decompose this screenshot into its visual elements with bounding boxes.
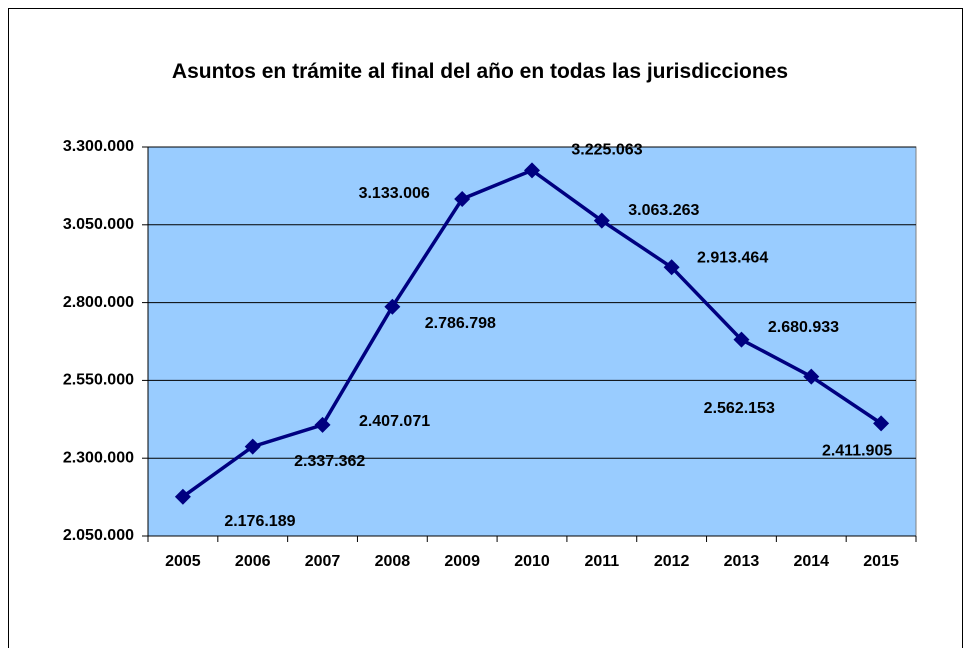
y-tick-label: 3.300.000 — [63, 138, 134, 155]
y-tick-label: 2.050.000 — [63, 527, 134, 544]
marker — [524, 162, 540, 179]
x-tick-label: 2007 — [305, 553, 341, 570]
data-label: 2.411.905 — [822, 443, 892, 460]
marker — [384, 298, 401, 315]
x-tick-label: 2012 — [654, 553, 690, 570]
data-label: 2.176.189 — [224, 513, 295, 530]
data-label: 2.680.933 — [768, 319, 839, 336]
marker — [314, 416, 331, 433]
y-tick-label: 2.550.000 — [63, 372, 134, 389]
x-tick-label: 2006 — [235, 553, 271, 570]
x-tick-label: 2013 — [724, 553, 760, 570]
chart-frame — [8, 8, 963, 648]
x-tick-label: 2014 — [793, 553, 829, 570]
x-tick-label: 2009 — [444, 553, 480, 570]
marker — [244, 438, 261, 455]
marker — [593, 212, 610, 229]
marker — [803, 368, 820, 385]
y-tick-label: 2.800.000 — [63, 294, 134, 311]
data-label: 2.407.071 — [359, 413, 430, 430]
chart-title: Asuntos en trámite al final del año en t… — [171, 60, 789, 83]
data-label: 2.913.464 — [697, 250, 768, 267]
plot-area — [147, 146, 917, 537]
data-label: 3.133.006 — [359, 185, 430, 202]
data-label: 3.063.263 — [628, 202, 699, 219]
x-tick-label: 2005 — [165, 553, 201, 570]
data-label: 3.225.063 — [571, 142, 642, 159]
marker — [733, 331, 750, 348]
marker — [663, 259, 680, 276]
x-tick-label: 2015 — [863, 553, 899, 570]
data-label: 2.786.798 — [425, 315, 496, 332]
marker — [873, 415, 890, 432]
x-tick-label: 2008 — [375, 553, 411, 570]
marker — [454, 190, 471, 207]
y-tick-label: 2.300.000 — [63, 449, 134, 466]
x-tick-label: 2010 — [514, 553, 550, 570]
data-label: 2.562.153 — [704, 400, 775, 417]
y-tick-label: 3.050.000 — [63, 216, 134, 233]
marker — [174, 488, 191, 505]
x-tick-label: 2011 — [584, 553, 619, 570]
data-label: 2.337.362 — [294, 453, 365, 470]
